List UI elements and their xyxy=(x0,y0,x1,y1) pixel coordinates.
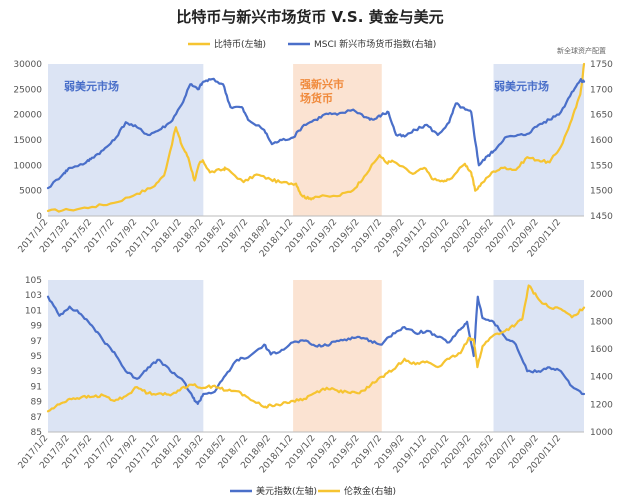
shaded-period-2 xyxy=(293,280,382,432)
y-right-tick-label: 1500 xyxy=(590,187,613,197)
annotation-label-3: 弱美元市场 xyxy=(494,79,549,93)
y-left-tick-label: 101 xyxy=(25,306,42,316)
series-line-1 xyxy=(46,295,586,405)
legend-label-2: 伦敦金(右轴) xyxy=(344,485,396,497)
y-left-tick-label: 103 xyxy=(25,291,42,301)
y-left-tick-label: 99 xyxy=(31,322,43,332)
y-left-tick-label: 87 xyxy=(31,413,42,423)
y-right-tick-label: 1650 xyxy=(590,111,613,121)
y-right-tick-label: 1200 xyxy=(590,400,613,410)
shaded-period-1 xyxy=(48,64,204,216)
legend-label-2: MSCI 新兴市场货币指数(右轴) xyxy=(314,38,436,50)
y-left-tick-label: 85 xyxy=(31,428,42,438)
y-right-tick-label: 1550 xyxy=(590,161,613,171)
chart-bitcoin-vs-em-currency: 0 5000 10000 15000 20000 25000 30000 1450 1500 15… xyxy=(13,38,613,259)
y-left-tick-label: 91 xyxy=(31,382,42,392)
shaded-period-1 xyxy=(48,280,204,432)
shaded-period-3 xyxy=(493,64,584,216)
y-left-tick-label: 30000 xyxy=(13,60,42,70)
chart-gold-vs-dollar: 85 87 89 91 93 95 97 99 101 103 105 1000 1200 1400 160… xyxy=(17,276,614,497)
y-left-tick-label: 20000 xyxy=(13,111,42,121)
y-left-tick-label: 25000 xyxy=(13,85,42,95)
y-right-tick-label: 1000 xyxy=(590,428,613,438)
y-right-tick-label: 1400 xyxy=(590,373,613,383)
y-right-tick-label: 1450 xyxy=(590,212,613,222)
y-left-tick-label: 10000 xyxy=(13,161,42,171)
y-right-tick-label: 1750 xyxy=(590,60,613,70)
y-right-tick-label: 1600 xyxy=(590,345,613,355)
source-label: 新全球资产配置 xyxy=(557,47,606,55)
y-left-tick-label: 95 xyxy=(31,352,42,362)
shaded-period-3 xyxy=(493,280,584,432)
shaded-period-2 xyxy=(293,64,382,216)
legend-label-1: 比特币(左轴) xyxy=(214,38,266,50)
y-right-tick-label: 1700 xyxy=(590,85,613,95)
y-left-tick-label: 105 xyxy=(25,276,42,286)
annotation-label-1: 弱美元市场 xyxy=(64,79,119,93)
y-right-tick-label: 1800 xyxy=(590,317,613,327)
annotation-label-2: 强新兴市场货币 xyxy=(300,77,344,105)
y-left-tick-label: 15000 xyxy=(13,136,42,146)
y-right-tick-label: 1600 xyxy=(590,136,613,146)
y-left-tick-label: 5000 xyxy=(19,187,42,197)
page-title: 比特币与新兴市场货币 V.S. 黄金与美元 xyxy=(176,8,444,26)
series-line-2 xyxy=(46,77,586,190)
legend-label-1: 美元指数(左轴) xyxy=(256,485,317,497)
y-left-tick-label: 93 xyxy=(31,367,42,377)
series-line-1 xyxy=(46,62,586,213)
series-line-2 xyxy=(46,284,586,413)
y-left-tick-label: 97 xyxy=(31,337,42,347)
y-left-tick-label: 89 xyxy=(31,398,43,408)
y-left-tick-label: 0 xyxy=(36,212,42,222)
y-right-tick-label: 2000 xyxy=(590,290,613,300)
